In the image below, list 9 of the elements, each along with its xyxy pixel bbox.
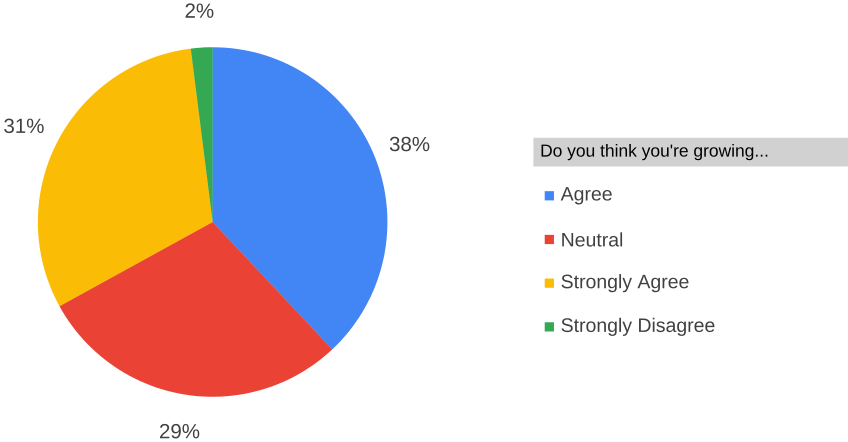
- legend-label: Strongly Disagree: [562, 318, 714, 336]
- legend-title: Do you think you're growing...: [542, 144, 768, 160]
- data-label: 29%: [160, 424, 200, 438]
- data-label: 2%: [186, 3, 214, 18]
- data-label: 31%: [4, 118, 44, 134]
- legend-label: Neutral: [562, 232, 622, 247]
- legend-label: Strongly Agree: [562, 274, 688, 292]
- data-label: 38%: [390, 136, 430, 152]
- legend-label: Agree: [560, 187, 612, 205]
